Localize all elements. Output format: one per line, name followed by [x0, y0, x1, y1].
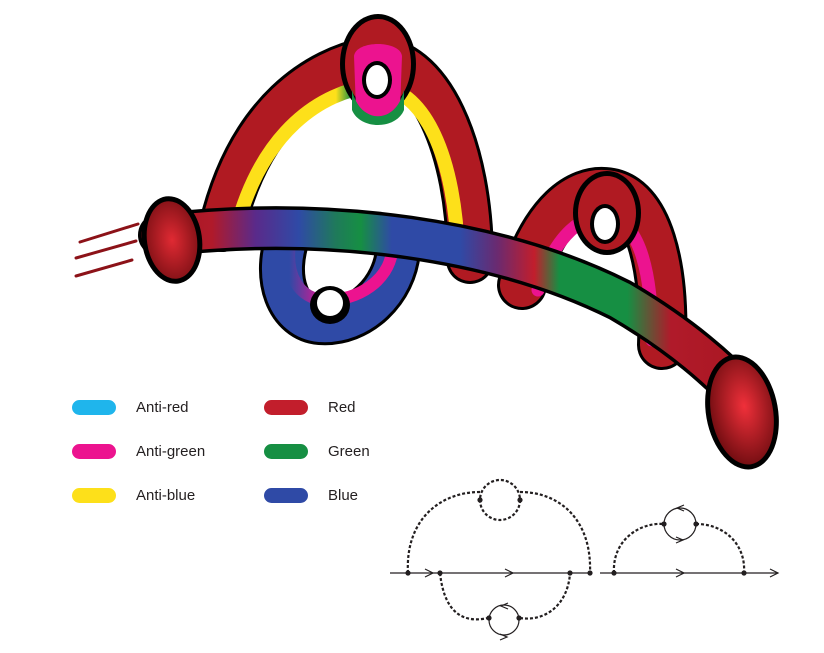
motion-lines	[74, 222, 140, 278]
right-gluon-arch	[497, 166, 688, 370]
feynman-diagrams	[390, 478, 780, 641]
big-gluon-arch	[198, 14, 494, 284]
lower-gluon-loop	[259, 207, 421, 346]
feynman-diagram-right	[600, 504, 780, 578]
quark-tube	[138, 196, 779, 470]
feynman-diagram-left	[390, 478, 593, 641]
